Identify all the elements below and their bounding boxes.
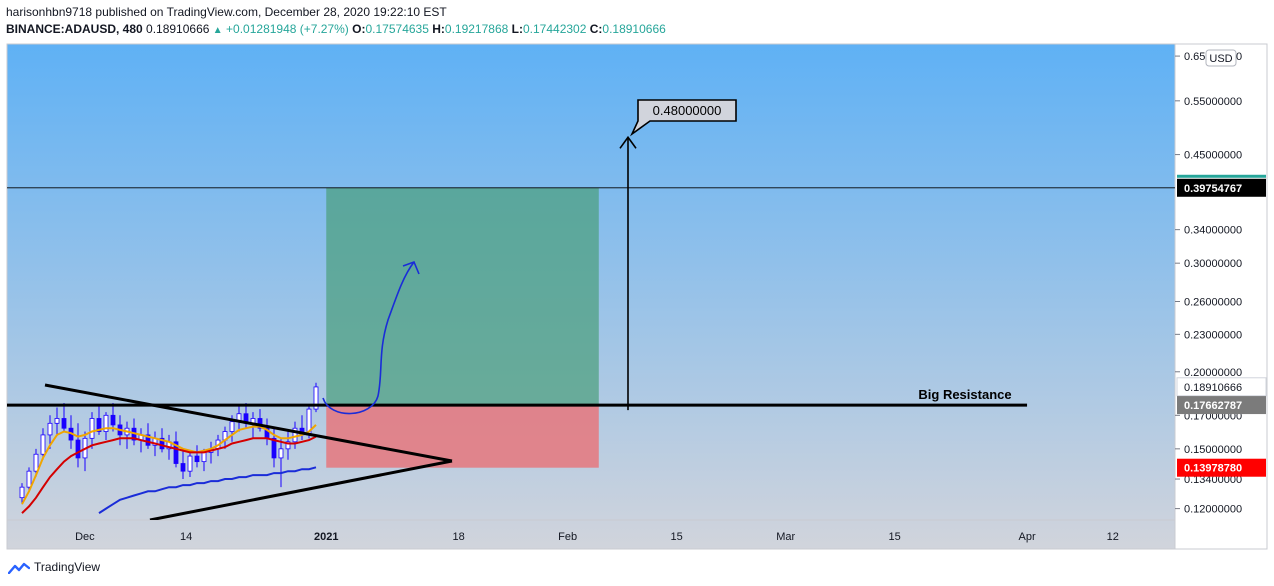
- price-tag-label-resistance: 0.17662787: [1184, 400, 1242, 412]
- close-value: 0.18910666: [602, 22, 666, 36]
- callout-label: 0.48000000: [653, 103, 722, 118]
- candle-body: [75, 439, 81, 459]
- time-tick-label: 15: [671, 531, 683, 543]
- low-value: 0.17442302: [522, 22, 587, 36]
- candle-body: [201, 452, 207, 463]
- price-tick-label: 0.15000000: [1184, 444, 1242, 456]
- price-tick-label: 0.23000000: [1184, 329, 1242, 341]
- symbol-info: BINANCE:ADAUSD, 480 0.18910666 ▲ +0.0128…: [6, 22, 666, 36]
- symbol: BINANCE:ADAUSD, 480: [6, 22, 143, 36]
- price-tick-label: 0.34000000: [1184, 225, 1242, 237]
- profit-zone: [326, 187, 599, 406]
- candle-body: [47, 422, 53, 436]
- time-tick-label: 18: [453, 531, 465, 543]
- candle-body: [103, 414, 109, 432]
- time-tick-label: Mar: [776, 531, 795, 543]
- candle-body: [229, 421, 235, 432]
- candle-body: [292, 427, 298, 443]
- open-value: 0.17574635: [365, 22, 429, 36]
- footer-brand: TradingView: [34, 560, 101, 574]
- candle-body: [40, 434, 46, 455]
- projection-arrowhead: [402, 260, 420, 275]
- high-label: H:: [432, 22, 445, 36]
- last-price: 0.18910666: [146, 22, 210, 36]
- candle-body: [194, 455, 200, 463]
- price-tick-label: 0.30000000: [1184, 258, 1242, 270]
- time-tick-label: Feb: [558, 531, 577, 543]
- price-tick-label: 0.45000000: [1184, 150, 1242, 162]
- time-tick-label: Dec: [75, 531, 95, 543]
- ma-slow-line: [98, 466, 317, 514]
- time-tick-label: 2021: [314, 531, 338, 543]
- tradingview-footer: TradingView: [8, 560, 100, 574]
- tradingview-logo-icon: [8, 562, 30, 574]
- time-tick-label: Apr: [1018, 531, 1035, 543]
- price-tag-stop: [1177, 458, 1266, 477]
- open-label: O:: [352, 22, 366, 36]
- ma-mid-line: [21, 435, 317, 514]
- currency-label: USD: [1209, 53, 1232, 65]
- triangle-lower-line: [149, 459, 453, 520]
- candle-body: [61, 418, 67, 429]
- price-tag-label-stop: 0.13978780: [1184, 463, 1242, 475]
- price-tag-resistance: [1177, 396, 1266, 415]
- candle-body: [313, 386, 319, 410]
- candle-body: [180, 463, 186, 472]
- candle-body: [159, 437, 165, 450]
- price-tag-target: [1177, 178, 1266, 197]
- price-tick-label: 0.55000000: [1184, 96, 1242, 108]
- price-tick-label: 0.20000000: [1184, 367, 1242, 379]
- candle-body: [89, 418, 95, 439]
- candle-body: [96, 418, 102, 432]
- projection-path: [322, 261, 415, 415]
- candle-body: [54, 418, 60, 424]
- candle-body: [173, 441, 179, 464]
- close-label: C:: [589, 22, 603, 36]
- up-triangle-icon: ▲: [212, 25, 223, 36]
- candle-body: [26, 470, 32, 488]
- candle-body: [145, 434, 151, 446]
- price-tag-last: [1176, 377, 1267, 397]
- price-tag-label-last: 0.18910666: [1184, 382, 1242, 394]
- price-change: +0.01281948 (+7.27%): [226, 22, 349, 36]
- candle-body: [33, 453, 39, 472]
- candle-body: [285, 441, 291, 450]
- candle-body: [187, 455, 193, 472]
- time-tick-label: 14: [180, 531, 192, 543]
- target-tag-accent: [1177, 174, 1266, 178]
- resistance-label: Big Resistance: [918, 387, 1011, 402]
- callout-box: [629, 99, 737, 137]
- publisher-line: harisonhbn9718 published on TradingView.…: [6, 5, 447, 19]
- ma-fast-line: [21, 424, 317, 505]
- currency-badge: [1205, 49, 1237, 67]
- high-value: 0.19217868: [444, 22, 509, 36]
- candle-body: [19, 486, 25, 499]
- price-tag-label-target: 0.39754767: [1184, 183, 1242, 195]
- candle-body: [278, 448, 284, 459]
- price-tick-label: 0.26000000: [1184, 297, 1242, 309]
- price-tick-label: 0.12000000: [1184, 504, 1242, 516]
- low-label: L:: [511, 22, 523, 36]
- time-tick-label: 15: [889, 531, 901, 543]
- time-tick-label: 12: [1107, 531, 1119, 543]
- candle-body: [271, 437, 277, 459]
- candle-body: [110, 414, 116, 426]
- loss-zone: [326, 405, 599, 468]
- measure-arrowhead: [619, 135, 637, 149]
- triangle-upper-line: [44, 383, 453, 463]
- price-tick-label: 0.13400000: [1184, 474, 1242, 486]
